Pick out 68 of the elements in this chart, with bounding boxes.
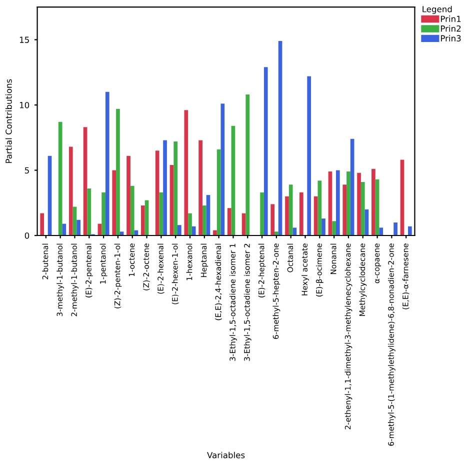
bar <box>178 225 182 236</box>
bar <box>314 196 318 236</box>
bar <box>400 160 404 236</box>
y-tick-label: 0 <box>24 232 30 239</box>
bar <box>322 218 326 236</box>
bar <box>198 140 202 236</box>
bar <box>318 180 322 236</box>
bar <box>336 170 340 236</box>
bar <box>307 76 312 236</box>
bar <box>299 192 304 236</box>
bar <box>48 156 52 236</box>
bar <box>270 204 275 236</box>
y-axis-title: Partial Contributions <box>5 79 12 163</box>
bar <box>68 146 73 236</box>
bar <box>155 150 160 236</box>
bar <box>40 213 44 236</box>
y-tick-label: 10 <box>20 102 30 108</box>
bar <box>288 184 293 236</box>
bar <box>360 182 365 236</box>
bar <box>375 179 380 236</box>
legend-title: Legend <box>422 6 452 14</box>
bar <box>174 142 178 236</box>
bar <box>346 172 350 236</box>
y-tick-label: 15 <box>20 36 29 43</box>
bar <box>220 104 225 236</box>
x-axis-title: Variables <box>207 452 245 458</box>
bar <box>332 221 336 236</box>
bar <box>170 165 174 236</box>
bar <box>342 184 347 236</box>
bar <box>394 222 398 236</box>
bar <box>112 170 116 236</box>
legend-label: Prin3 <box>441 35 461 42</box>
bar <box>202 205 206 236</box>
bar <box>231 126 236 236</box>
bar <box>216 149 221 236</box>
bar <box>260 192 264 236</box>
bar <box>285 196 289 236</box>
bar <box>130 186 134 236</box>
bar <box>227 208 232 236</box>
bar <box>83 127 88 236</box>
bar <box>379 228 384 236</box>
y-tick-label: 5 <box>24 167 29 174</box>
bar <box>408 226 412 236</box>
bar <box>192 226 196 236</box>
bar <box>163 140 167 236</box>
bar <box>246 94 250 236</box>
bar <box>102 192 106 236</box>
bar <box>87 188 92 236</box>
bar <box>188 213 192 236</box>
bar <box>184 110 188 236</box>
bar <box>350 138 354 236</box>
bar <box>126 156 130 236</box>
bar <box>159 192 164 236</box>
legend-label: Prin2 <box>441 25 461 32</box>
bar <box>274 232 278 236</box>
bar <box>105 92 110 236</box>
bar <box>328 172 332 236</box>
legend-label: Prin1 <box>441 16 461 22</box>
bar <box>141 205 145 236</box>
bar <box>116 108 120 236</box>
bar <box>76 220 80 236</box>
bar <box>58 122 62 236</box>
bar <box>213 230 217 236</box>
bar <box>278 41 282 236</box>
bar <box>206 195 210 236</box>
bar <box>357 172 361 236</box>
bar <box>264 67 268 236</box>
bar <box>372 168 376 236</box>
